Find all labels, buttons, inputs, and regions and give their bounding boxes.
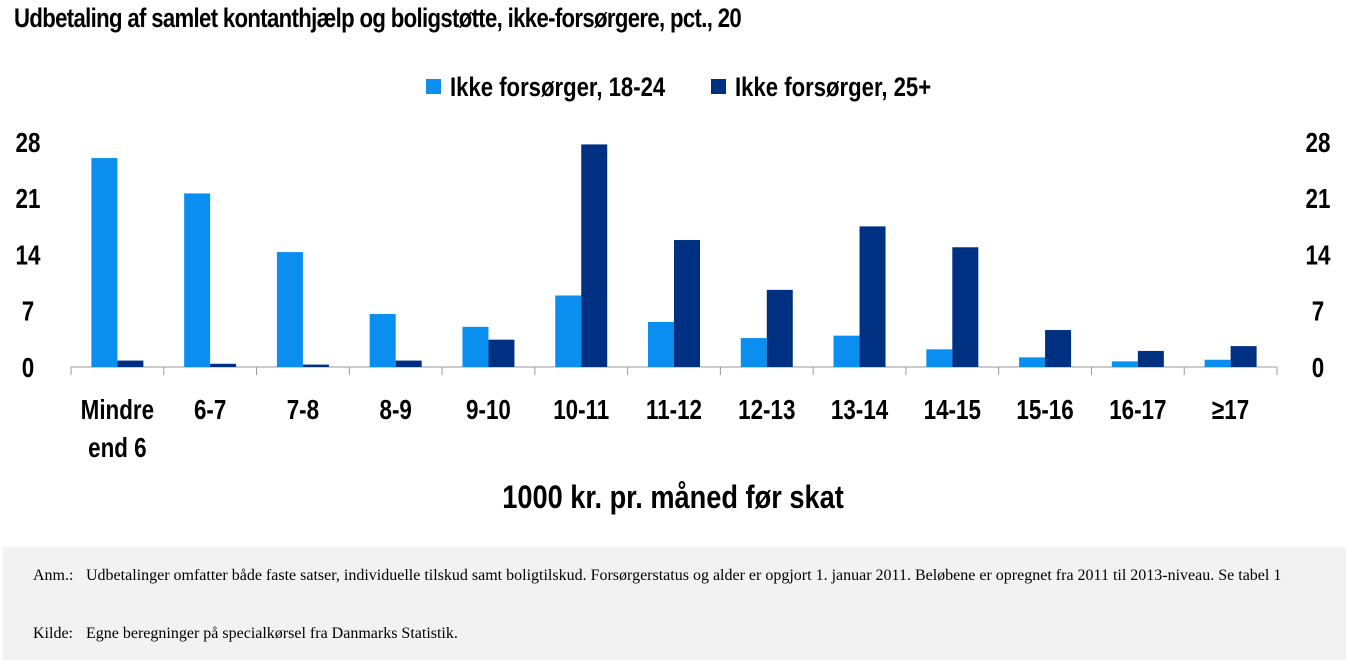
- y-tick-label-right: 0: [1312, 353, 1324, 384]
- bar-s1-3: [276, 252, 303, 367]
- bar-s2-5: [488, 339, 515, 367]
- x-tick-label: Mindre: [81, 395, 154, 426]
- bar-s2-13: [1230, 346, 1257, 367]
- bar-s2-12: [1137, 350, 1164, 367]
- notes-panel: Anm.: Udbetalinger omfatter både faste s…: [3, 547, 1346, 660]
- bar-s2-2: [210, 363, 237, 367]
- x-tick-label: 12-13: [738, 395, 795, 426]
- bar-s1-5: [462, 326, 489, 367]
- bar-s1-1: [91, 158, 118, 367]
- x-tick-label: end 6: [88, 433, 146, 464]
- legend-swatch-1: [426, 79, 441, 94]
- chart-title: Udbetaling af samlet kontanthjælp og bol…: [14, 3, 742, 33]
- y-tick-label-left: 28: [16, 128, 41, 159]
- bar-s1-11: [1019, 357, 1046, 367]
- x-tick-label: 16-17: [1109, 395, 1166, 426]
- y-tick-label-left: 14: [16, 240, 41, 271]
- y-tick-label-right: 14: [1306, 240, 1331, 271]
- note-kilde-label: Kilde:: [33, 625, 73, 642]
- bar-s2-3: [302, 364, 329, 367]
- bar-s1-7: [648, 322, 674, 367]
- note-kilde-text: Egne beregninger på specialkørsel fra Da…: [86, 625, 458, 642]
- y-tick-label-right: 28: [1306, 128, 1331, 159]
- bar-s1-6: [555, 295, 582, 367]
- bar-s2-8: [766, 289, 793, 367]
- bar-s2-1: [117, 360, 144, 367]
- bar-s1-2: [184, 193, 211, 367]
- y-tick-label-left: 21: [16, 184, 41, 215]
- bar-s2-10: [952, 247, 979, 367]
- x-tick-label: 8-9: [380, 395, 412, 426]
- note-anm-label: Anm.:: [33, 567, 74, 584]
- bar-s1-8: [740, 338, 767, 367]
- x-tick-label: 6-7: [194, 395, 226, 426]
- x-tick-label: 15-16: [1016, 395, 1073, 426]
- y-tick-label-left: 0: [22, 353, 34, 384]
- y-tick-label-right: 7: [1312, 296, 1324, 327]
- x-tick-label: ≥17: [1212, 395, 1249, 426]
- x-axis-title: 1000 kr. pr. måned før skat: [502, 480, 844, 516]
- bar-s1-12: [1111, 361, 1138, 367]
- legend-label-2: Ikke forsørger, 25+: [735, 73, 931, 103]
- x-tick-label: 13-14: [831, 395, 888, 426]
- bar-chart: Ikke forsørger, 18-24 Ikke forsørger, 25+…: [16, 73, 1331, 516]
- axes: 0 0 7 7 14 14 21 21 28 28: [16, 128, 1331, 384]
- x-tick-label: 14-15: [924, 395, 981, 426]
- bar-s2-6: [581, 144, 608, 367]
- x-tick-label: 7-8: [287, 395, 319, 426]
- bars: [91, 144, 1257, 367]
- y-tick-label-right: 21: [1306, 184, 1331, 215]
- note-anm-text: Udbetalinger omfatter både faste satser,…: [86, 567, 1282, 584]
- bar-s2-11: [1045, 330, 1072, 367]
- bar-s2-7: [674, 240, 700, 367]
- bar-s2-9: [859, 226, 886, 367]
- x-tick-labels: Mindre end 6 6-7 7-8 8-9 9-10 10-11 11-12 12-13 1…: [81, 395, 1250, 464]
- y-tick-label-left: 7: [22, 296, 34, 327]
- x-tick-label: 9-10: [466, 395, 511, 426]
- bar-s1-10: [926, 349, 953, 367]
- legend: Ikke forsørger, 18-24 Ikke forsørger, 25+: [426, 73, 931, 103]
- legend-label-1: Ikke forsørger, 18-24: [450, 73, 665, 103]
- legend-swatch-2: [711, 79, 726, 94]
- x-tick-label: 11-12: [646, 395, 702, 426]
- bar-s1-4: [369, 313, 396, 367]
- bar-s1-9: [833, 335, 860, 367]
- bar-s1-13: [1204, 359, 1231, 367]
- x-tick-label: 10-11: [553, 395, 609, 426]
- bar-s2-4: [395, 360, 422, 367]
